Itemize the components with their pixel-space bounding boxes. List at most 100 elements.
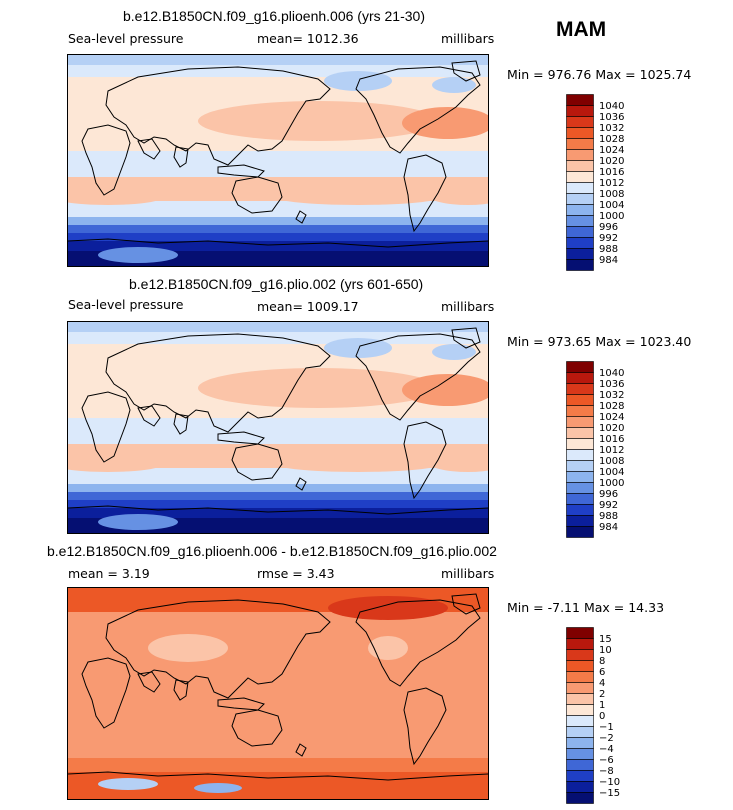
colorbar-box <box>566 361 594 373</box>
coastline <box>81 391 131 463</box>
south-indian-high <box>68 452 168 472</box>
panel-1-mean-value: 1012.36 <box>306 31 359 46</box>
colorbar-box <box>566 416 594 428</box>
colorbar-label: 8 <box>599 656 605 667</box>
panel-3-rmse: rmse = 3.43 <box>257 566 335 581</box>
slp-band <box>68 201 488 217</box>
colorbar-label: −1 <box>599 722 614 733</box>
colorbar-label: 996 <box>599 489 618 500</box>
slp-band <box>68 468 488 484</box>
colorbar-box <box>566 759 594 771</box>
colorbar-label: 1036 <box>599 379 624 390</box>
diff-na-patch <box>368 636 408 660</box>
colorbar-box <box>566 493 594 505</box>
diff-arctic-max <box>328 596 448 620</box>
colorbar-label: 1036 <box>599 112 624 123</box>
colorbar-box <box>566 515 594 527</box>
aleutian-low <box>324 338 392 358</box>
north-pacific-high <box>198 101 438 141</box>
panel-2-map <box>67 321 489 534</box>
colorbar-box <box>566 94 594 106</box>
colorbar-box <box>566 215 594 227</box>
colorbar-label: −6 <box>599 755 614 766</box>
coastline <box>451 60 481 82</box>
colorbar-label: 1032 <box>599 390 624 401</box>
panel-2-min-label: Min = <box>507 334 544 349</box>
colorbar-box <box>566 781 594 793</box>
panel-1-minmax: Min = 976.76 Max = 1025.74 <box>507 67 691 82</box>
colorbar-label: 1008 <box>599 189 624 200</box>
colorbar-box <box>566 627 594 639</box>
slp-band <box>68 484 488 492</box>
panel-2-max-value: 1023.40 <box>639 334 692 349</box>
colorbar-label: 1008 <box>599 456 624 467</box>
coastline <box>81 124 131 196</box>
colorbar-label: 1000 <box>599 211 624 222</box>
colorbar-box <box>566 248 594 260</box>
colorbar-box <box>566 226 594 238</box>
coastline <box>355 599 481 687</box>
colorbar-label: 996 <box>599 222 618 233</box>
coastline <box>105 66 331 166</box>
coastline <box>173 146 189 168</box>
panel-2-units: millibars <box>441 299 495 314</box>
diff-antarctic-neg <box>194 783 242 793</box>
panel-3-mean-value: 3.19 <box>121 566 150 581</box>
coastline <box>137 138 161 160</box>
aleutian-low <box>324 71 392 91</box>
panel-2-variable: Sea-level pressure <box>68 297 184 312</box>
colorbar-label: 984 <box>599 522 618 533</box>
south-indian-high <box>68 185 168 205</box>
coastline <box>173 413 189 435</box>
panel-3-mean-label: mean = <box>68 566 118 581</box>
colorbar-label: 1016 <box>599 434 624 445</box>
panel-3-max-value: 14.33 <box>628 600 665 615</box>
colorbar-label: −10 <box>599 777 620 788</box>
panel-3-colorbar: 15 10 8 6 4 2 1 0 −1 −2 −4 −6 −8 −10 −15 <box>566 627 626 810</box>
coastline <box>173 679 189 701</box>
panel-2-max-label: Max = <box>595 334 636 349</box>
colorbar-label: 6 <box>599 667 605 678</box>
panel-3-max-label: Max = <box>583 600 625 615</box>
slp-band <box>68 225 488 233</box>
panel-1-mean: mean= 1012.36 <box>257 31 359 46</box>
south-pacific-high <box>268 452 448 472</box>
panel-3-min-label: Min = <box>507 600 544 615</box>
colorbar-box <box>566 770 594 782</box>
coastline <box>81 657 131 729</box>
colorbar-label: 1020 <box>599 423 624 434</box>
colorbar-box <box>566 792 594 804</box>
colorbar-box <box>566 504 594 516</box>
colorbar-box <box>566 259 594 271</box>
colorbar-box <box>566 460 594 472</box>
coastline <box>68 771 488 781</box>
slp-band <box>68 241 488 251</box>
panel-1-min-value: 976.76 <box>547 67 592 82</box>
slp-band <box>68 151 488 177</box>
colorbar-box <box>566 693 594 705</box>
south-pacific-high <box>268 185 448 205</box>
colorbar-box <box>566 704 594 716</box>
colorbar-box <box>566 193 594 205</box>
panel-1-min-label: Min = <box>507 67 544 82</box>
coastline <box>355 66 481 154</box>
colorbar-label: −8 <box>599 766 614 777</box>
colorbar-box <box>566 394 594 406</box>
coastline <box>403 154 447 233</box>
coastline <box>295 210 307 224</box>
panel-3-map <box>67 587 489 800</box>
coastline <box>403 687 447 766</box>
colorbar-label: 1032 <box>599 123 624 134</box>
panel-3-mean: mean = 3.19 <box>68 566 150 581</box>
colorbar-label: 992 <box>599 233 618 244</box>
coastline <box>231 709 283 747</box>
diff-asia-patch <box>148 634 228 662</box>
panel-3-title: b.e12.B1850CN.f09_g16.plioenh.006 - b.e1… <box>47 543 497 559</box>
colorbar-box <box>566 726 594 738</box>
north-pacific-high <box>198 368 438 408</box>
colorbar-box <box>566 138 594 150</box>
panel-1-max-value: 1025.74 <box>639 67 692 82</box>
antarctic-patch <box>98 514 178 530</box>
panel-2-mean-value: 1009.17 <box>306 299 359 314</box>
panel-1-variable: Sea-level pressure <box>68 31 184 46</box>
